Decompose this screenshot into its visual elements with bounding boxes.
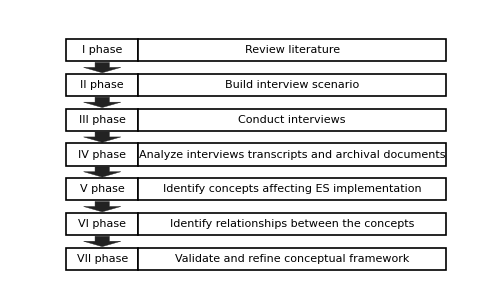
Polygon shape xyxy=(84,97,121,107)
Text: I phase: I phase xyxy=(82,45,122,55)
FancyBboxPatch shape xyxy=(66,39,138,61)
FancyBboxPatch shape xyxy=(138,39,446,61)
Text: III phase: III phase xyxy=(79,115,126,125)
FancyBboxPatch shape xyxy=(66,248,138,270)
Text: VII phase: VII phase xyxy=(76,254,128,264)
FancyBboxPatch shape xyxy=(66,74,138,96)
Polygon shape xyxy=(84,167,121,177)
FancyBboxPatch shape xyxy=(66,144,138,166)
FancyBboxPatch shape xyxy=(138,144,446,166)
Text: Identify relationships between the concepts: Identify relationships between the conce… xyxy=(170,219,414,229)
Text: II phase: II phase xyxy=(80,80,124,90)
FancyBboxPatch shape xyxy=(138,74,446,96)
Text: Build interview scenario: Build interview scenario xyxy=(225,80,359,90)
Text: Analyze interviews transcripts and archival documents: Analyze interviews transcripts and archi… xyxy=(139,150,446,159)
Polygon shape xyxy=(84,62,121,73)
FancyBboxPatch shape xyxy=(66,109,138,131)
FancyBboxPatch shape xyxy=(138,178,446,200)
Text: V phase: V phase xyxy=(80,184,124,194)
Text: Identify concepts affecting ES implementation: Identify concepts affecting ES implement… xyxy=(163,184,421,194)
FancyBboxPatch shape xyxy=(138,248,446,270)
Text: IV phase: IV phase xyxy=(78,150,126,159)
Text: Validate and refine conceptual framework: Validate and refine conceptual framework xyxy=(175,254,410,264)
FancyBboxPatch shape xyxy=(138,109,446,131)
FancyBboxPatch shape xyxy=(66,178,138,200)
Text: VI phase: VI phase xyxy=(78,219,126,229)
Text: Conduct interviews: Conduct interviews xyxy=(238,115,346,125)
Polygon shape xyxy=(84,132,121,142)
Text: Review literature: Review literature xyxy=(244,45,340,55)
Polygon shape xyxy=(84,236,121,247)
FancyBboxPatch shape xyxy=(138,213,446,235)
FancyBboxPatch shape xyxy=(66,213,138,235)
Polygon shape xyxy=(84,202,121,212)
